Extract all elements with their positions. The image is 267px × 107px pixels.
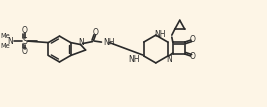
Text: O: O [22,47,28,56]
Text: S: S [22,37,27,46]
Text: O: O [93,28,99,37]
Text: Me: Me [0,43,10,49]
Text: NH: NH [103,38,115,47]
Text: N: N [166,55,172,64]
Text: N: N [78,38,84,47]
Text: O: O [190,35,196,44]
Text: O: O [22,26,28,35]
Text: O: O [190,52,196,62]
Text: Me: Me [0,33,10,39]
Text: NH: NH [154,30,166,39]
Text: NH: NH [128,55,140,64]
Text: N: N [7,37,13,46]
